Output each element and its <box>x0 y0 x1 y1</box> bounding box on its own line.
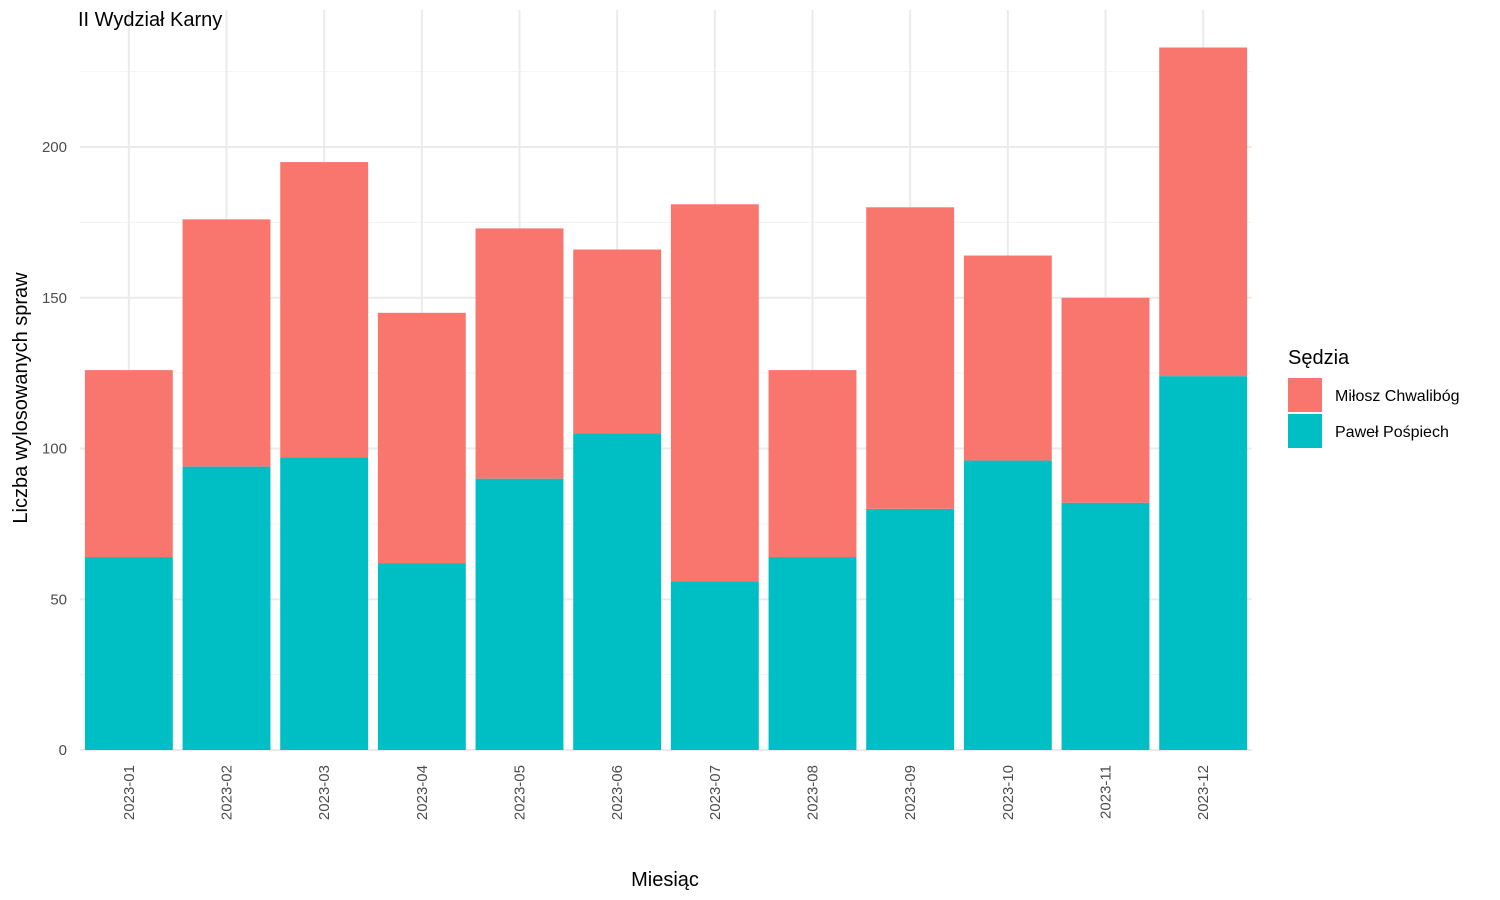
x-tick-label: 2023-04 <box>414 765 431 820</box>
y-tick-label: 150 <box>42 290 67 307</box>
bar-milosz-chwalibog-2023-02 <box>182 219 271 467</box>
y-tick-label: 50 <box>50 591 67 608</box>
x-tick-label: 2023-06 <box>609 765 626 820</box>
x-tick-label: 2023-11 <box>1098 765 1115 819</box>
y-axis-ticks: 0 50 100 150 200 <box>42 139 67 759</box>
y-axis-title: Liczba wylosowanych spraw <box>10 272 32 524</box>
legend-label-pawel-pospiech: Paweł Pośpiech <box>1335 424 1449 441</box>
x-tick-label: 2023-02 <box>219 765 236 820</box>
bar-pawel-pospiech-2023-01 <box>84 557 173 750</box>
x-tick-label: 2023-09 <box>902 765 919 820</box>
bar-pawel-pospiech-2023-02 <box>182 466 271 750</box>
bar-pawel-pospiech-2023-12 <box>1159 376 1248 750</box>
y-tick-label: 200 <box>42 139 67 156</box>
x-tick-label: 2023-08 <box>805 765 822 820</box>
bar-pawel-pospiech-2023-11 <box>1061 502 1150 750</box>
legend: Sędzia Miłosz Chwalibóg Paweł Pośpiech <box>1288 347 1460 448</box>
bar-pawel-pospiech-2023-10 <box>963 460 1052 750</box>
bar-pawel-pospiech-2023-04 <box>377 563 466 750</box>
x-axis-ticks: 2023-01 2023-02 2023-03 2023-04 2023-05 2023-… <box>121 765 1212 820</box>
legend-key-pawel-pospiech <box>1288 414 1322 448</box>
x-tick-label: 2023-03 <box>316 765 333 820</box>
x-tick-label: 2023-01 <box>121 765 138 820</box>
chart-title: II Wydział Karny <box>78 9 222 31</box>
bar-milosz-chwalibog-2023-05 <box>475 228 564 479</box>
bar-pawel-pospiech-2023-08 <box>768 557 857 750</box>
bar-milosz-chwalibog-2023-03 <box>280 162 369 458</box>
bar-milosz-chwalibog-2023-09 <box>866 207 955 509</box>
bar-pawel-pospiech-2023-03 <box>280 457 369 750</box>
legend-title: Sędzia <box>1288 347 1350 369</box>
x-axis-title: Miesiąc <box>631 869 699 891</box>
bars <box>84 47 1248 750</box>
legend-key-milosz-chwalibog <box>1288 378 1322 412</box>
bar-milosz-chwalibog-2023-08 <box>768 370 857 558</box>
bar-pawel-pospiech-2023-05 <box>475 478 564 750</box>
bar-pawel-pospiech-2023-09 <box>866 508 955 750</box>
y-tick-label: 0 <box>59 742 67 759</box>
bar-pawel-pospiech-2023-06 <box>573 433 662 750</box>
bar-milosz-chwalibog-2023-12 <box>1159 47 1248 377</box>
y-tick-label: 100 <box>42 441 67 458</box>
bar-milosz-chwalibog-2023-01 <box>84 370 173 558</box>
legend-label-milosz-chwalibog: Miłosz Chwalibóg <box>1335 388 1460 405</box>
bar-milosz-chwalibog-2023-04 <box>377 312 466 564</box>
x-tick-label: 2023-05 <box>512 765 529 820</box>
bar-milosz-chwalibog-2023-10 <box>963 255 1052 461</box>
bar-milosz-chwalibog-2023-06 <box>573 249 662 434</box>
bar-milosz-chwalibog-2023-11 <box>1061 297 1150 503</box>
bar-milosz-chwalibog-2023-07 <box>670 204 759 582</box>
x-tick-label: 2023-07 <box>707 765 724 820</box>
x-tick-label: 2023-10 <box>1000 765 1017 820</box>
x-tick-label: 2023-12 <box>1195 765 1212 820</box>
bar-pawel-pospiech-2023-07 <box>670 581 759 750</box>
